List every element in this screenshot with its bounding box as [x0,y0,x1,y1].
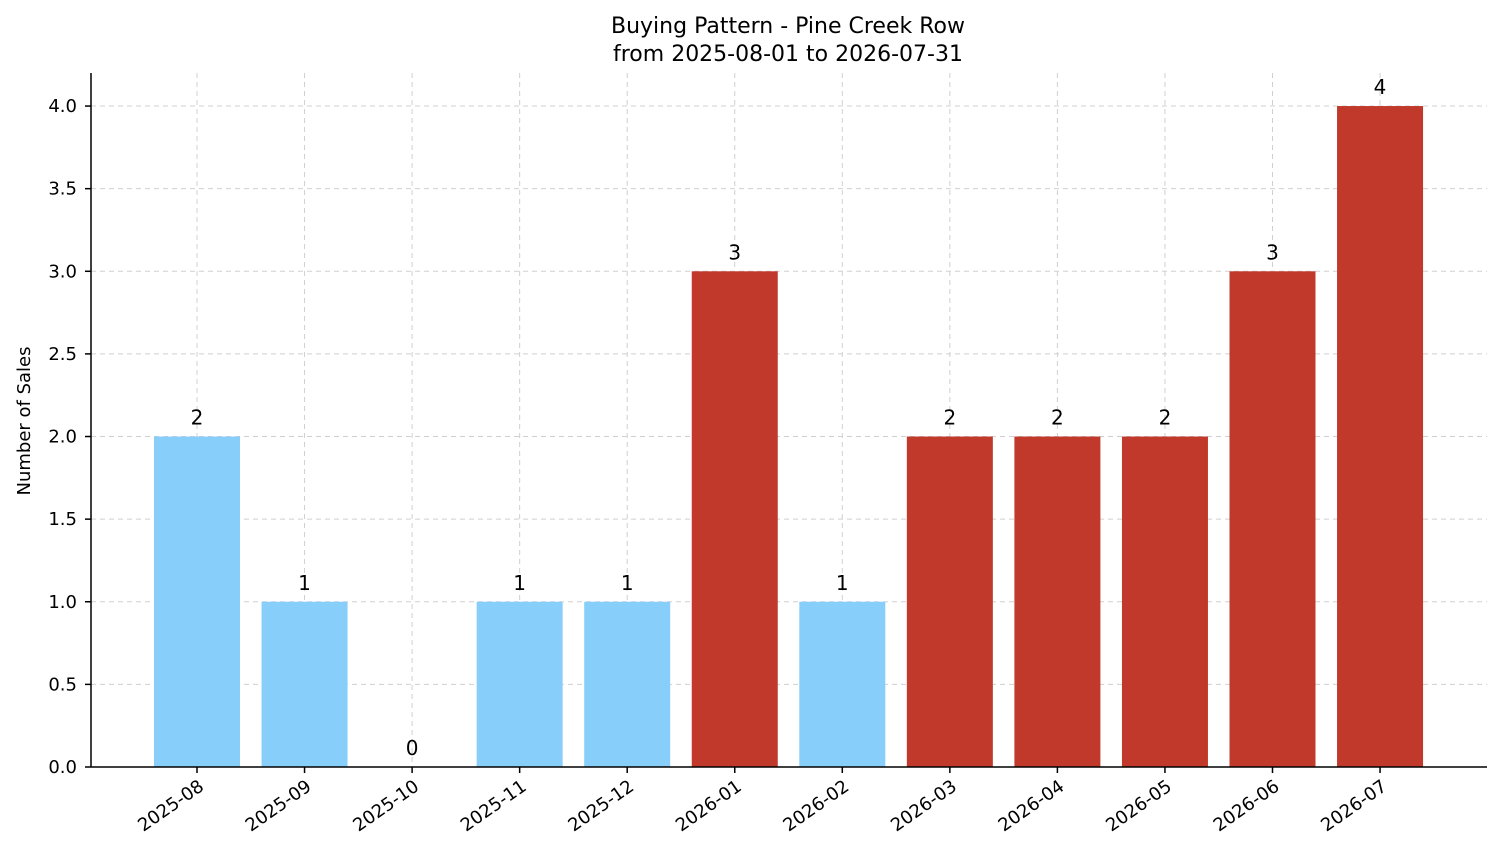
y-tick-label: 2.0 [48,427,77,448]
y-ticks: 0.0 0.5 1.0 1.5 2.0 2.5 3.0 3.5 4.0 [48,96,91,778]
y-tick-label: 3.5 [48,179,77,200]
bars [154,106,1424,768]
data-label-2026-02: 1 [836,571,849,595]
y-tick-label: 1.0 [48,592,77,613]
data-label-2026-06: 3 [1266,240,1279,264]
y-tick-label: 4.0 [48,96,77,117]
data-label-2026-01: 3 [728,240,741,264]
x-tick-label: 2025-09 [242,776,316,836]
data-label-2025-11: 1 [513,571,526,595]
bar-2025-09 [261,601,348,767]
bar-2025-08 [154,436,240,767]
bar-2026-07 [1337,106,1424,768]
y-tick-label: 3.0 [48,261,77,282]
data-label-2026-03: 2 [943,406,956,430]
y-tick-label: 2.5 [48,344,77,365]
chart-subtitle: from 2025-08-01 to 2026-07-31 [613,42,963,67]
bar-2026-03 [906,436,993,767]
bar-2025-11 [476,601,563,767]
x-tick-label: 2026-05 [1102,776,1176,836]
x-tick-label: 2026-07 [1317,776,1391,836]
bar-2026-02 [799,601,886,767]
bar-2026-01 [691,271,778,767]
data-label-2025-10: 0 [406,736,419,760]
x-tick-label: 2026-06 [1210,776,1284,836]
data-label-2025-12: 1 [621,571,634,595]
x-tick-label: 2026-04 [995,776,1069,836]
data-labels: 2 1 0 1 1 3 1 2 2 2 3 4 [191,75,1387,760]
data-label-2025-09: 1 [298,571,311,595]
data-label-2025-08: 2 [191,406,204,430]
y-tick-label: 0.0 [48,757,77,778]
y-axis-label: Number of Sales [14,346,35,495]
x-tick-label: 2026-03 [887,776,961,836]
x-tick-label: 2025-12 [564,776,638,836]
x-tick-label: 2026-01 [672,776,746,836]
data-label-2026-04: 2 [1051,406,1064,430]
chart-title: Buying Pattern - Pine Creek Row [611,14,965,39]
bar-2026-04 [1014,436,1101,767]
x-tick-label: 2025-10 [349,776,423,836]
x-tick-label: 2025-11 [457,776,531,836]
y-tick-label: 0.5 [48,674,77,695]
bar-2026-05 [1121,436,1208,767]
x-tick-label: 2025-08 [134,776,208,836]
data-label-2026-07: 4 [1374,75,1387,99]
bar-2025-12 [584,601,671,767]
data-label-2026-05: 2 [1159,406,1172,430]
y-tick-label: 1.5 [48,509,77,530]
x-ticks: 2025-08 2025-09 2025-10 2025-11 2025-12 2026-… [134,767,1391,836]
bar-2026-06 [1229,271,1316,767]
x-tick-label: 2026-02 [780,776,854,836]
